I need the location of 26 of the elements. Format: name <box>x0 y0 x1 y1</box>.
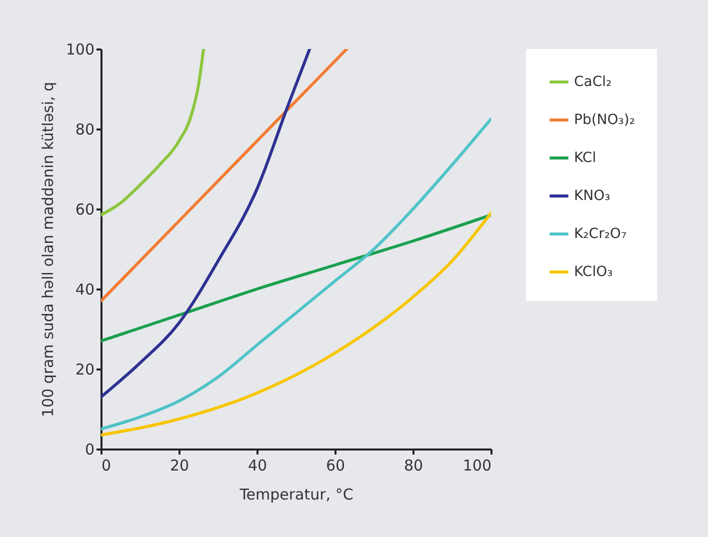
legend-label: KClO₃ <box>574 264 613 280</box>
x-tick-label: 20 <box>170 456 190 474</box>
y-axis-title: 100 qram suda həll olan maddənin kütləsi, q <box>38 82 57 418</box>
line-series <box>101 49 206 216</box>
y-tick-label: 100 <box>66 40 94 58</box>
line-series <box>101 214 491 342</box>
legend-label: CaCl₂ <box>574 74 612 90</box>
x-tick-label: 0 <box>102 456 112 474</box>
x-tick-label: 60 <box>326 456 346 474</box>
y-tick-label: 20 <box>75 360 94 378</box>
x-tick-label: 80 <box>404 456 424 474</box>
x-tick-label: 100 <box>462 456 492 474</box>
legend-label: K₂Cr₂O₇ <box>574 226 627 242</box>
y-tick-label: 40 <box>75 280 94 298</box>
legend-label: KCl <box>574 150 596 166</box>
legend-label: Pb(NO₃)₂ <box>574 112 635 128</box>
y-tick-label: 80 <box>75 120 94 138</box>
line-series <box>101 118 491 430</box>
y-tick-label: 0 <box>84 440 94 458</box>
line-series <box>101 49 312 398</box>
line-series <box>101 49 348 302</box>
legend-label: KNO₃ <box>574 188 610 204</box>
x-tick-label: 40 <box>248 456 268 474</box>
line-series <box>101 212 491 436</box>
x-axis-title: Temperatur, °C <box>238 486 354 504</box>
y-tick-label: 60 <box>75 200 94 218</box>
